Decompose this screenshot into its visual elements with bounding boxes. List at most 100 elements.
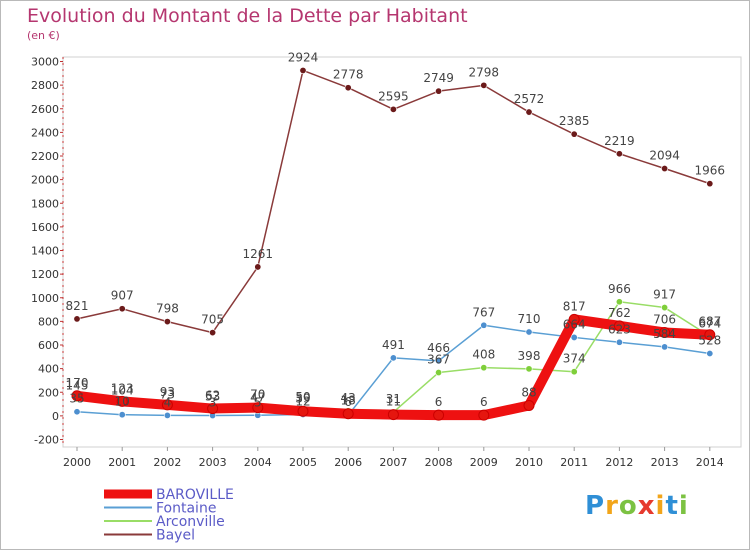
data-label-baroville: 93	[160, 385, 175, 399]
data-point-bayel	[254, 263, 262, 271]
x-tick-label: 2001	[108, 456, 136, 469]
data-label-baroville: 6	[480, 395, 488, 409]
data-label-bayel: 2385	[559, 114, 590, 128]
logo-letter: o	[618, 491, 638, 521]
x-tick-label: 2007	[379, 456, 407, 469]
data-label-fontaine: 10	[115, 395, 130, 409]
data-point-baroville	[342, 408, 354, 420]
data-label-bayel: 2219	[604, 134, 635, 148]
data-label-fontaine: 664	[563, 317, 586, 331]
data-point-bayel	[389, 105, 397, 113]
data-point-fontaine	[615, 338, 623, 346]
x-tick-label: 2000	[63, 456, 91, 469]
data-label-bayel: 2778	[333, 68, 364, 82]
y-tick-label: 2200	[31, 150, 59, 163]
data-label-fontaine: 528	[698, 334, 721, 348]
data-point-bayel	[480, 81, 488, 89]
data-point-bayel	[661, 165, 669, 173]
chart-title: Evolution du Montant de la Dette par Hab…	[27, 5, 468, 27]
data-point-bayel	[615, 150, 623, 158]
data-point-baroville	[523, 399, 535, 411]
y-tick-label: 600	[38, 339, 59, 352]
data-point-bayel	[118, 305, 126, 313]
data-point-fontaine	[570, 333, 578, 341]
data-label-fontaine: 5	[254, 395, 262, 409]
data-point-bayel	[299, 66, 307, 74]
data-label-baroville: 170	[66, 376, 89, 390]
data-label-baroville: 817	[563, 299, 586, 313]
data-label-bayel: 821	[66, 299, 89, 313]
data-point-baroville	[116, 395, 128, 407]
data-point-bayel	[163, 318, 171, 326]
data-label-bayel: 1261	[243, 247, 274, 261]
data-label-arconville: 966	[608, 282, 631, 296]
data-label-bayel: 705	[201, 313, 224, 327]
data-label-fontaine: 35	[69, 392, 84, 406]
y-tick-label: 1800	[31, 197, 59, 210]
data-label-fontaine: 767	[472, 305, 495, 319]
data-label-fontaine: 4	[164, 395, 172, 409]
logo-letter: x	[637, 491, 656, 521]
data-label-fontaine: 491	[382, 338, 405, 352]
data-point-baroville	[704, 329, 716, 341]
data-label-arconville: 674	[698, 316, 721, 330]
data-label-fontaine: 710	[518, 312, 541, 326]
data-label-bayel: 2749	[423, 71, 454, 85]
data-label-arconville: 145	[66, 379, 89, 393]
data-point-baroville	[252, 402, 264, 414]
logo-letter: i	[655, 491, 666, 521]
y-tick-label: 2400	[31, 126, 59, 139]
data-label-fontaine: 623	[608, 322, 631, 336]
data-label-bayel: 2094	[649, 149, 680, 163]
data-point-fontaine	[525, 328, 533, 336]
data-label-baroville: 70	[250, 388, 265, 402]
x-tick-label: 2006	[334, 456, 362, 469]
data-point-baroville	[297, 405, 309, 417]
x-tick-label: 2011	[560, 456, 588, 469]
y-tick-label: -200	[34, 434, 59, 447]
data-point-fontaine	[706, 350, 714, 358]
data-point-fontaine	[163, 411, 171, 419]
data-point-baroville	[613, 320, 625, 332]
data-point-bayel	[435, 87, 443, 95]
proxiti-logo: Proxiti	[585, 491, 689, 521]
data-point-bayel	[344, 84, 352, 92]
data-label-arconville: 47	[250, 390, 265, 404]
data-point-fontaine	[661, 343, 669, 351]
x-tick-label: 2002	[153, 456, 181, 469]
data-point-fontaine	[118, 411, 126, 419]
y-tick-label: 0	[52, 410, 59, 423]
x-tick-label: 2012	[605, 456, 633, 469]
data-label-baroville: 62	[205, 389, 220, 403]
legend-label-baroville: BAROVILLE	[156, 487, 234, 503]
data-label-bayel: 907	[111, 289, 134, 303]
data-point-fontaine	[480, 321, 488, 329]
data-label-baroville: 39	[295, 391, 310, 405]
logo-letter: i	[678, 491, 689, 521]
y-tick-label: 2000	[31, 174, 59, 187]
data-label-fontaine: 466	[427, 341, 450, 355]
data-label-arconville: 398	[518, 349, 541, 363]
data-point-bayel	[525, 108, 533, 116]
data-point-arconville	[525, 365, 533, 373]
data-label-bayel: 2595	[378, 89, 409, 103]
plot-area	[62, 56, 742, 448]
y-tick-label: 2600	[31, 103, 59, 116]
data-point-baroville	[387, 409, 399, 421]
data-label-arconville: 53	[205, 390, 220, 404]
data-label-fontaine: 6	[344, 395, 352, 409]
data-label-fontaine: 584	[653, 327, 676, 341]
data-label-arconville: 73	[160, 387, 175, 401]
data-label-fontaine: 12	[295, 394, 310, 408]
legend-label-arconville: Arconville	[156, 514, 225, 530]
data-point-bayel	[706, 180, 714, 188]
legend-label-bayel: Bayel	[156, 528, 195, 544]
data-label-arconville: 31	[386, 392, 401, 406]
data-point-fontaine	[389, 354, 397, 362]
data-label-baroville: 18	[341, 394, 356, 408]
x-tick-label: 2014	[696, 456, 724, 469]
data-point-baroville	[659, 326, 671, 338]
data-point-baroville	[161, 399, 173, 411]
legend-label-fontaine: Fontaine	[156, 501, 216, 517]
